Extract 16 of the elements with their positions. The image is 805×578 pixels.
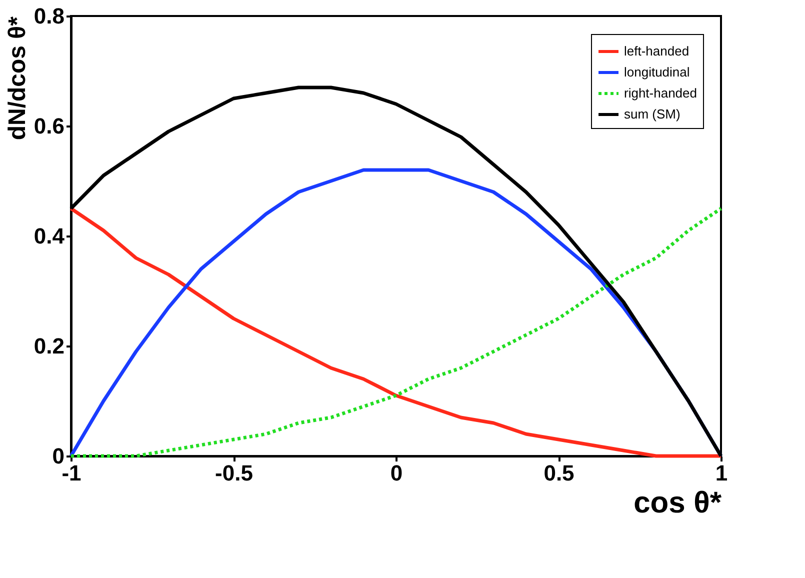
x-tick-label: 1 [715,460,728,486]
x-tick-label: -0.5 [215,460,253,486]
legend-label: left-handed [624,44,690,58]
x-tick-label: 0.5 [544,460,574,486]
legend-label: longitudinal [624,64,690,80]
x-tick-label: 0 [390,460,403,486]
y-axis-title: dN/dcos θ* [4,16,31,140]
legend-label: right-handed [624,86,697,100]
y-tick-label: 0.4 [34,224,66,248]
y-tick-label: 0 [52,444,64,468]
y-tick-label: 0.2 [34,334,64,358]
x-tick-label: -1 [62,460,82,486]
x-axis-title: cos θ* [634,486,722,520]
y-tick-label: 0.8 [34,4,64,28]
y-tick-label: 0.6 [34,114,64,138]
legend-label: sum (SM) [624,106,680,122]
